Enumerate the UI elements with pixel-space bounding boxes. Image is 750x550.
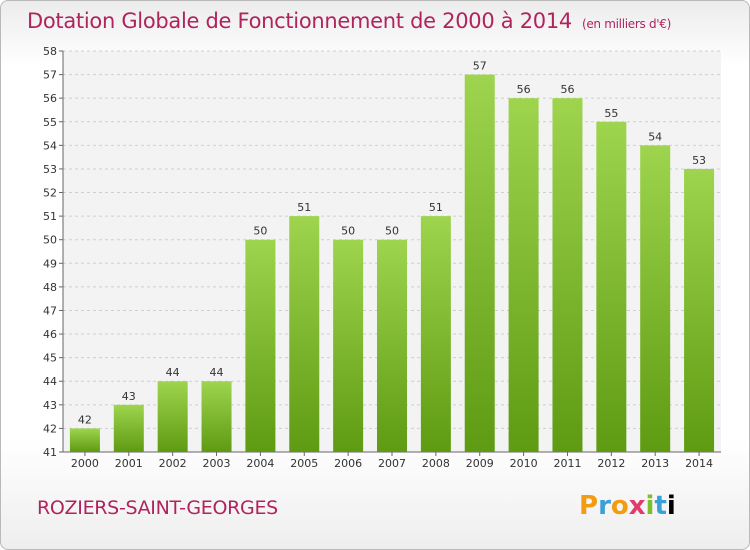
x-tick-label-2012: 2012	[597, 457, 625, 470]
y-tick-label: 51	[43, 210, 57, 223]
data-label-2002: 44	[166, 366, 180, 379]
data-label-2008: 51	[429, 201, 443, 214]
y-tick-label: 47	[43, 304, 57, 317]
bar-2007	[377, 239, 407, 452]
x-tick-label-2007: 2007	[378, 457, 406, 470]
x-tick-label-2002: 2002	[159, 457, 187, 470]
x-tick-label-2011: 2011	[553, 457, 581, 470]
bar-2001	[113, 404, 144, 452]
data-label-2007: 50	[385, 225, 399, 238]
proxiti-logo: Proxiti	[579, 491, 676, 521]
chart-title: Dotation Globale de Fonctionnement de 20…	[27, 9, 671, 33]
y-tick-label: 58	[43, 45, 57, 58]
x-tick-label-2010: 2010	[510, 457, 538, 470]
data-label-2012: 55	[604, 107, 618, 120]
data-label-2005: 51	[297, 201, 311, 214]
bar-2012	[596, 121, 627, 452]
data-label-2014: 53	[692, 154, 706, 167]
bar-2002	[157, 381, 188, 452]
y-tick-label: 52	[43, 187, 57, 200]
x-tick-label-2001: 2001	[115, 457, 143, 470]
chart-subtitle: (en milliers d'€)	[581, 17, 671, 31]
bar-2014	[684, 168, 715, 453]
data-label-2010: 56	[517, 83, 531, 96]
y-tick-label: 48	[43, 281, 57, 294]
y-tick-label: 50	[43, 234, 57, 247]
bar-2006	[333, 239, 364, 452]
data-label-2000: 42	[78, 413, 92, 426]
y-tick-label: 56	[43, 92, 57, 105]
x-tick-label-2008: 2008	[422, 457, 450, 470]
bar-2008	[420, 216, 451, 452]
place-name: ROZIERS-SAINT-GEORGES	[37, 497, 278, 519]
y-tick-label: 43	[43, 399, 57, 412]
bar-2011	[552, 98, 583, 453]
data-label-2003: 44	[210, 366, 224, 379]
y-tick-label: 54	[43, 139, 57, 152]
x-tick-label-2004: 2004	[246, 457, 274, 470]
bar-2000	[69, 428, 100, 452]
y-tick-label: 44	[43, 375, 57, 388]
bar-2013	[640, 145, 671, 452]
data-label-2006: 50	[341, 225, 355, 238]
data-label-2013: 54	[648, 130, 662, 143]
y-tick-label: 55	[43, 116, 57, 129]
y-tick-label: 45	[43, 352, 57, 365]
x-tick-label-2014: 2014	[685, 457, 713, 470]
data-label-2009: 57	[473, 60, 487, 73]
data-label-2011: 56	[560, 83, 574, 96]
bar-2004	[245, 239, 276, 452]
x-tick-label-2009: 2009	[466, 457, 494, 470]
data-label-2001: 43	[122, 390, 136, 403]
bar-2010	[508, 98, 539, 453]
y-tick-label: 46	[43, 328, 57, 341]
y-tick-label: 53	[43, 163, 57, 176]
y-tick-label: 49	[43, 257, 57, 270]
x-tick-label-2013: 2013	[641, 457, 669, 470]
bar-2009	[464, 74, 495, 453]
data-label-2004: 50	[253, 225, 267, 238]
chart-title-text: Dotation Globale de Fonctionnement de 20…	[27, 9, 572, 33]
y-tick-label: 57	[43, 69, 57, 82]
bar-2005	[289, 216, 320, 452]
x-tick-label-2000: 2000	[71, 457, 99, 470]
bar-2003	[201, 381, 232, 452]
x-tick-label-2005: 2005	[290, 457, 318, 470]
y-tick-label: 41	[43, 446, 57, 459]
x-tick-label-2003: 2003	[203, 457, 231, 470]
x-tick-label-2006: 2006	[334, 457, 362, 470]
y-tick-label: 42	[43, 422, 57, 435]
